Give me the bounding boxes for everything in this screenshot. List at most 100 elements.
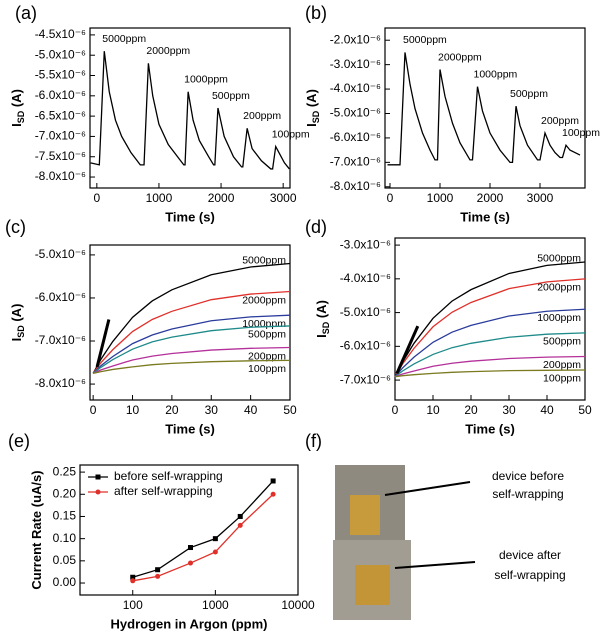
x-axis-label: Time (s) — [165, 209, 215, 224]
series-line — [90, 51, 290, 170]
series-label: 2000ppm — [537, 282, 581, 294]
panel-label: (d) — [305, 217, 327, 237]
x-tick-label: 30 — [205, 403, 219, 417]
series-line — [394, 278, 586, 378]
peak-label: 2000ppm — [438, 51, 482, 63]
y-tick-label: -7.0x10⁻⁶ — [35, 129, 86, 143]
x-tick-label: 1000 — [202, 598, 229, 612]
series-line — [387, 52, 581, 166]
y-tick-label: 0.15 — [53, 509, 77, 523]
series-label: 200ppm — [248, 350, 286, 362]
plot-frame — [384, 27, 586, 189]
legend-marker — [95, 489, 101, 495]
series-label: 5000ppm — [537, 253, 581, 265]
panel-label: (b) — [305, 3, 327, 23]
plot-frame — [89, 27, 291, 189]
x-tick-label: 1000 — [146, 191, 173, 205]
y-tick-label: 0.20 — [53, 486, 77, 500]
x-tick-label: 40 — [540, 403, 554, 417]
slope-line — [95, 319, 111, 368]
marker — [155, 567, 161, 573]
series-label: 5000ppm — [242, 254, 286, 266]
series-line — [92, 325, 291, 374]
pointer — [384, 481, 471, 496]
x-tick-label: 50 — [283, 403, 297, 417]
y-axis-label-main: I — [304, 123, 319, 127]
y-axis-label: Current Rate (uA/s) — [29, 470, 44, 589]
y-tick-label: -5.0x10⁻⁶ — [330, 106, 381, 120]
series-label: 200ppm — [543, 359, 581, 371]
series-label: 500ppm — [248, 329, 286, 341]
y-tick-label: -3.0x10⁻⁶ — [330, 57, 381, 71]
x-axis-label: Time (s) — [165, 421, 215, 436]
series-label: 1000ppm — [537, 312, 581, 324]
caption: device before — [492, 469, 564, 483]
series-line — [92, 314, 291, 374]
y-axis-label-main: I — [9, 123, 24, 127]
x-tick-label: 0 — [90, 403, 97, 417]
pointer — [394, 561, 476, 569]
peak-label: 500ppm — [510, 88, 548, 100]
x-tick-label: 0 — [387, 191, 394, 205]
y-tick-label: -7.5x10⁻⁶ — [35, 149, 86, 163]
y-tick-label: -5.5x10⁻⁶ — [35, 68, 86, 82]
y-axis-label-main: I — [9, 338, 24, 342]
photo-detail — [350, 495, 380, 535]
y-tick-label: -5.0x10⁻⁶ — [340, 305, 391, 319]
x-tick-label: 100 — [123, 598, 143, 612]
photo-detail — [355, 565, 390, 605]
series-label: 100ppm — [543, 373, 581, 385]
x-axis-label: Time (s) — [460, 209, 510, 224]
x-tick-label: 50 — [578, 403, 592, 417]
series-line — [93, 359, 291, 374]
peak-label: 200ppm — [541, 115, 579, 127]
y-axis-label-main: I — [314, 334, 329, 338]
x-tick-label: 0 — [93, 191, 100, 205]
plot-frame — [394, 237, 586, 401]
x-tick-label: 10000 — [281, 598, 315, 612]
legend-label: before self-wrapping — [114, 469, 223, 483]
peak-label: 500ppm — [212, 90, 250, 102]
y-axis-label-sub: SD — [16, 325, 26, 338]
panel-label: (c) — [5, 217, 26, 237]
y-axis-label-main: Current Rate (uA/s) — [29, 470, 44, 589]
y-tick-label: -6.0x10⁻⁶ — [35, 290, 86, 304]
plot-frame — [79, 464, 299, 596]
peak-label: 5000ppm — [102, 33, 146, 45]
y-tick-label: -2.0x10⁻⁶ — [330, 32, 381, 46]
x-tick-label: 3000 — [270, 191, 297, 205]
marker — [237, 513, 243, 519]
series-line — [394, 261, 586, 378]
y-tick-label: -6.5x10⁻⁶ — [35, 108, 86, 122]
marker — [187, 545, 193, 551]
y-axis-label: ISD (A) — [304, 89, 321, 127]
y-tick-label: -6.0x10⁻⁶ — [340, 339, 391, 353]
series-line — [92, 346, 291, 374]
panel-label: (a) — [15, 3, 37, 23]
y-tick-label: -7.0x10⁻⁶ — [340, 372, 391, 386]
y-tick-label: -6.0x10⁻⁶ — [35, 88, 86, 102]
panel-label: (f) — [305, 431, 322, 451]
peak-label: 1000ppm — [474, 68, 518, 80]
x-tick-label: 20 — [165, 403, 179, 417]
caption: device after — [499, 548, 561, 562]
marker — [155, 573, 161, 579]
y-axis-label-unit: (A) — [314, 300, 329, 322]
y-tick-label: -8.0x10⁻⁶ — [35, 376, 86, 390]
y-tick-label: -8.0x10⁻⁶ — [35, 169, 86, 183]
y-axis-label: ISD (A) — [9, 89, 26, 127]
y-tick-label: -5.0x10⁻⁶ — [35, 247, 86, 261]
series-line — [132, 493, 274, 582]
y-axis-label-unit: (A) — [304, 89, 319, 111]
peak-label: 200ppm — [243, 110, 281, 122]
x-tick-label: 20 — [464, 403, 478, 417]
x-tick-label: 10 — [126, 403, 140, 417]
y-axis-label-sub: SD — [321, 321, 331, 334]
legend-label: after self-wrapping — [114, 484, 213, 498]
x-axis-label: Time (s) — [465, 421, 515, 436]
series-line — [92, 290, 291, 374]
x-axis-label: Hydrogen in Argon (ppm) — [111, 616, 268, 631]
x-tick-label: 3000 — [527, 191, 554, 205]
legend-marker — [95, 474, 101, 480]
